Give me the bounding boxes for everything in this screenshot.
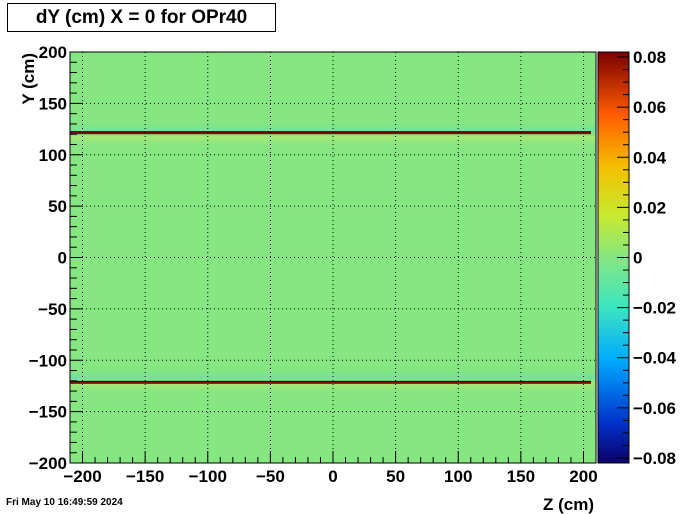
heatmap-band (70, 381, 591, 384)
x-tick-label: 50 (386, 467, 405, 486)
colorbar-tick-label: 0 (633, 249, 642, 268)
x-tick-label: −200 (63, 467, 101, 486)
y-tick-label: 150 (39, 94, 67, 113)
x-tick-label: 100 (444, 467, 472, 486)
colorbar-tick-label: −0.06 (633, 399, 676, 418)
x-tick-label: −100 (189, 467, 227, 486)
y-tick-label: −200 (29, 454, 67, 473)
x-tick-label: 150 (507, 467, 535, 486)
x-tick-label: 200 (569, 467, 597, 486)
plot-layer (70, 52, 596, 463)
chart-title: dY (cm) X = 0 for OPr40 (35, 6, 248, 28)
heatmap-halo (70, 136, 596, 149)
y-tick-label: 50 (48, 197, 67, 216)
colorbar-tick-label: −0.04 (633, 349, 677, 368)
y-tick-label: 0 (58, 249, 67, 268)
colorbar-tick-label: 0.04 (633, 148, 667, 167)
heatmap-background (70, 52, 596, 463)
y-tick-label: 100 (39, 146, 67, 165)
y-tick-label: 200 (39, 43, 67, 62)
heatmap-halo (70, 120, 596, 133)
x-tick-label: 0 (328, 467, 337, 486)
x-tick-label: −50 (256, 467, 285, 486)
heatmap-band (70, 131, 591, 134)
colorbar-tick-label: 0.06 (633, 98, 666, 117)
colorbar-tick-label: −0.08 (633, 449, 676, 468)
axis-layer: −200 −150 −100 −50 0 50 100 150 200 −200 −150 −100 −… (29, 43, 598, 486)
colorbar-tick-label: −0.02 (633, 299, 676, 318)
grid-layer (70, 51, 596, 464)
colorbar-tick-label: 0.08 (633, 48, 666, 67)
x-tick-label: −150 (126, 467, 164, 486)
y-tick-label: −100 (29, 351, 67, 370)
title-box: dY (cm) X = 0 for OPr40 (7, 3, 276, 32)
colorbar: 0.08 0.06 0.04 0.02 0 −0.02 −0.04 −0.06 −0.08 (597, 48, 677, 468)
y-axis-label: Y (cm) (19, 53, 38, 105)
colorbar-tick-label: 0.02 (633, 198, 666, 217)
heatmap-band (70, 132, 591, 135)
x-axis-label: Z (cm) (543, 495, 594, 514)
y-tick-label: −50 (38, 300, 67, 319)
heatmap-band (70, 380, 591, 383)
timestamp: Fri May 10 16:49:59 2024 (6, 497, 123, 508)
y-tick-label: −150 (29, 403, 67, 422)
